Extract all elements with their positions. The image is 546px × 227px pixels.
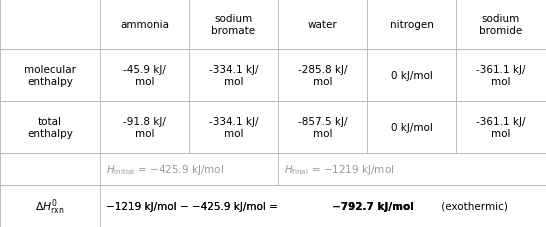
Text: −1219 kJ/mol − −425.9 kJ/mol =: −1219 kJ/mol − −425.9 kJ/mol = — [106, 201, 281, 211]
Text: -857.5 kJ/
mol: -857.5 kJ/ mol — [298, 116, 347, 138]
Text: total
enthalpy: total enthalpy — [27, 116, 73, 138]
Bar — [0, 0, 100, 50]
Text: -334.1 kJ/
mol: -334.1 kJ/ mol — [209, 116, 258, 138]
Text: -334.1 kJ/
mol: -334.1 kJ/ mol — [209, 65, 258, 87]
Text: -285.8 kJ/
mol: -285.8 kJ/ mol — [298, 65, 347, 87]
Bar — [100, 50, 189, 101]
Text: -45.9 kJ/
mol: -45.9 kJ/ mol — [123, 65, 166, 87]
Bar — [456, 0, 546, 50]
Text: $\mathit{H}_{\mathrm{initial}}$ = −425.9 kJ/mol: $\mathit{H}_{\mathrm{initial}}$ = −425.9… — [106, 162, 224, 176]
Text: nitrogen: nitrogen — [389, 20, 434, 30]
Bar — [0, 185, 100, 227]
Text: −1219 kJ/mol − −425.9 kJ/mol =: −1219 kJ/mol − −425.9 kJ/mol = — [106, 201, 281, 211]
Bar — [278, 50, 367, 101]
Bar — [189, 101, 278, 153]
Bar — [0, 101, 100, 153]
Bar — [456, 50, 546, 101]
Text: −792.7 kJ/mol: −792.7 kJ/mol — [332, 201, 414, 211]
Bar — [278, 153, 546, 185]
Text: molecular
enthalpy: molecular enthalpy — [24, 65, 76, 87]
Text: water: water — [307, 20, 337, 30]
Text: sodium
bromide: sodium bromide — [479, 14, 523, 36]
Bar — [100, 153, 278, 185]
Bar — [0, 153, 100, 185]
Text: (exothermic): (exothermic) — [437, 201, 507, 211]
Bar — [189, 0, 278, 50]
Bar — [100, 185, 546, 227]
Text: $\Delta H^{0}_{\mathrm{rxn}}$: $\Delta H^{0}_{\mathrm{rxn}}$ — [35, 196, 65, 216]
Text: 0 kJ/mol: 0 kJ/mol — [390, 71, 432, 81]
Bar — [367, 101, 456, 153]
Bar — [278, 0, 367, 50]
Text: -361.1 kJ/
mol: -361.1 kJ/ mol — [476, 65, 526, 87]
Bar — [189, 50, 278, 101]
Bar — [278, 101, 367, 153]
Bar — [367, 50, 456, 101]
Text: ammonia: ammonia — [120, 20, 169, 30]
Text: $\mathit{H}_{\mathrm{final}}$ = −1219 kJ/mol: $\mathit{H}_{\mathrm{final}}$ = −1219 kJ… — [284, 162, 394, 176]
Bar — [0, 50, 100, 101]
Text: sodium
bromate: sodium bromate — [211, 14, 256, 36]
Text: −792.7 kJ/mol: −792.7 kJ/mol — [332, 201, 414, 211]
Text: -361.1 kJ/
mol: -361.1 kJ/ mol — [476, 116, 526, 138]
Bar — [100, 0, 189, 50]
Text: 0 kJ/mol: 0 kJ/mol — [390, 122, 432, 132]
Bar — [456, 101, 546, 153]
Bar — [100, 101, 189, 153]
Bar — [367, 0, 456, 50]
Text: -91.8 kJ/
mol: -91.8 kJ/ mol — [123, 116, 166, 138]
